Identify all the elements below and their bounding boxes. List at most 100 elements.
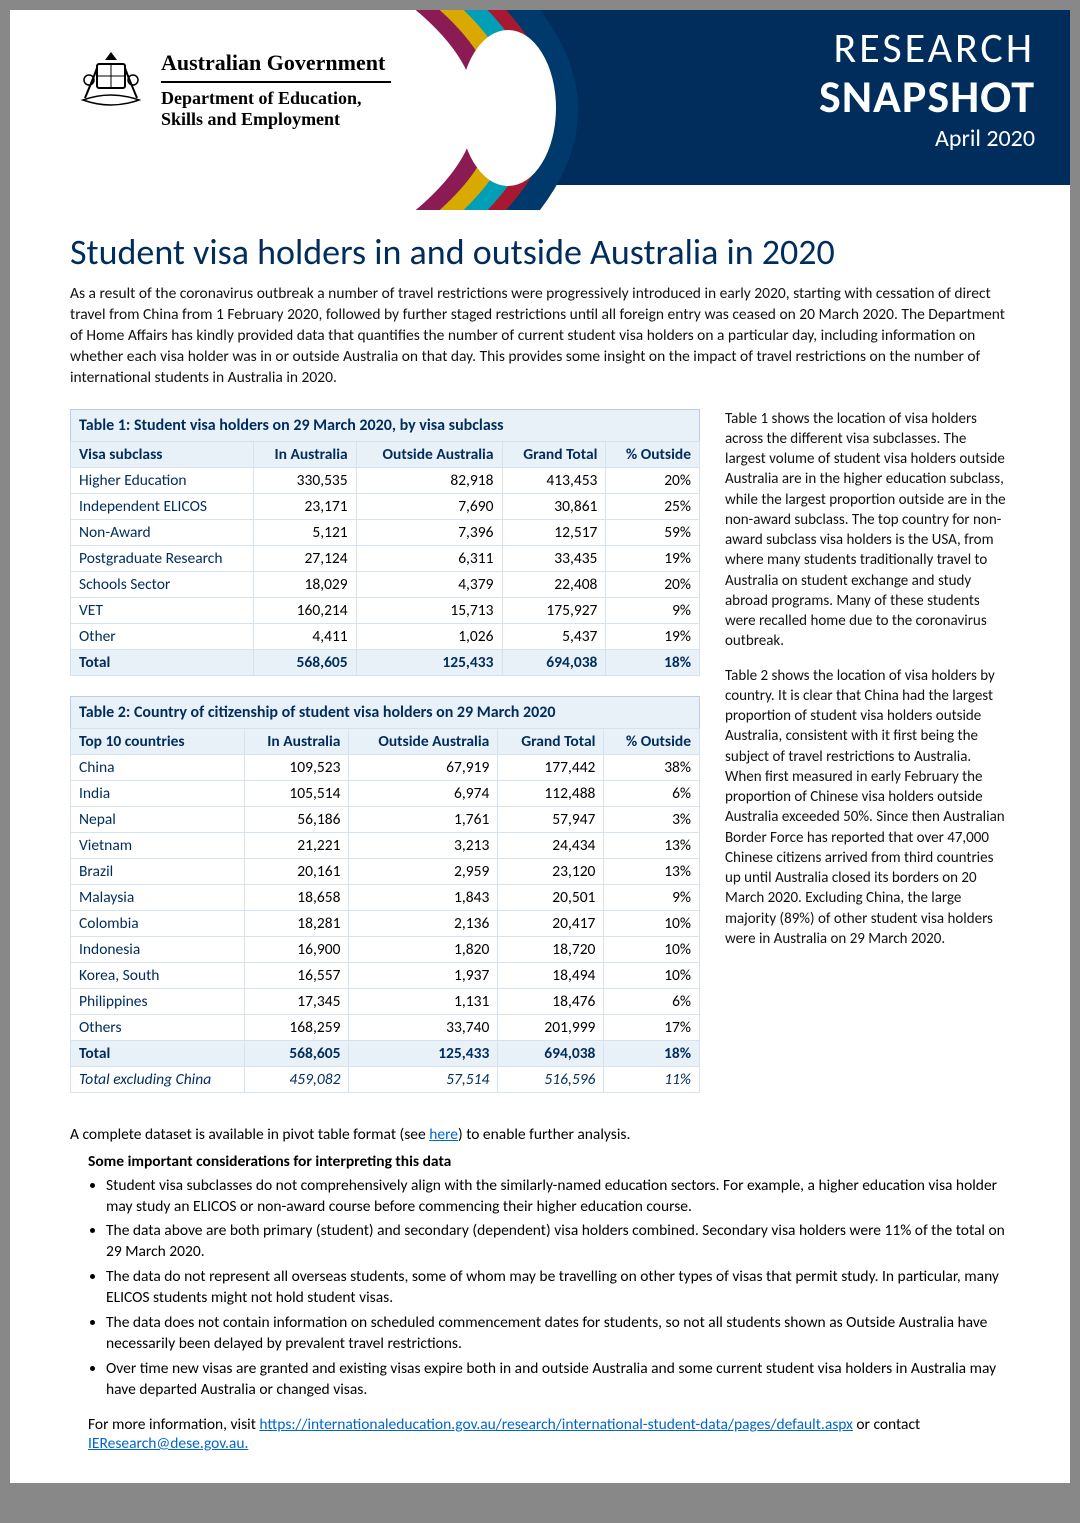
separator — [161, 81, 391, 83]
table-row: VET160,21415,713175,9279% — [71, 597, 700, 623]
row-value: 459,082 — [244, 1066, 349, 1092]
row-value: 516,596 — [498, 1066, 604, 1092]
table-row: Nepal56,1861,76157,9473% — [71, 806, 700, 832]
row-value: 1,937 — [349, 962, 498, 988]
footer-email[interactable]: IEResearch@dese.gov.au. — [88, 1434, 248, 1453]
row-value: 18,476 — [498, 988, 604, 1014]
row-value: 18,720 — [498, 936, 604, 962]
row-value: 201,999 — [498, 1014, 604, 1040]
government-logo: Australian Government Department of Educ… — [75, 50, 391, 129]
footer-mid: or contact — [853, 1415, 920, 1434]
row-value: 33,740 — [349, 1014, 498, 1040]
row-value: 2,136 — [349, 910, 498, 936]
row-value: 18,658 — [244, 884, 349, 910]
row-value: 568,605 — [253, 649, 356, 675]
row-label: Other — [71, 623, 254, 649]
col-head: In Australia — [253, 441, 356, 467]
footer-prefix: For more information, visit — [88, 1415, 259, 1434]
row-label: Brazil — [71, 858, 245, 884]
row-value: 16,900 — [244, 936, 349, 962]
row-value: 13% — [604, 858, 700, 884]
table-row: Others168,25933,740201,99917% — [71, 1014, 700, 1040]
table-1-header-row: Visa subclass In Australia Outside Austr… — [71, 441, 700, 467]
table-2-caption: Table 2: Country of citizenship of stude… — [70, 696, 700, 728]
research-word: RESEARCH — [530, 23, 1035, 74]
row-label: Nepal — [71, 806, 245, 832]
row-value: 59% — [606, 519, 700, 545]
row-value: 568,605 — [244, 1040, 349, 1066]
row-label: China — [71, 754, 245, 780]
row-value: 57,947 — [498, 806, 604, 832]
row-label: Schools Sector — [71, 571, 254, 597]
col-head: Visa subclass — [71, 441, 254, 467]
table-row: Total568,605125,433694,03818% — [71, 649, 700, 675]
col-head: % Outside — [604, 728, 700, 754]
row-label: VET — [71, 597, 254, 623]
row-value: 6,311 — [356, 545, 502, 571]
row-label: Others — [71, 1014, 245, 1040]
row-value: 30,861 — [502, 493, 606, 519]
row-value: 20,417 — [498, 910, 604, 936]
gov-name: Australian Government — [161, 50, 391, 76]
row-value: 20% — [606, 571, 700, 597]
row-value: 6,974 — [349, 780, 498, 806]
row-label: Colombia — [71, 910, 245, 936]
row-value: 9% — [604, 884, 700, 910]
consideration-item: Over time new visas are granted and exis… — [106, 1359, 1010, 1401]
table-row: Indonesia16,9001,82018,72010% — [71, 936, 700, 962]
row-value: 22,408 — [502, 571, 606, 597]
row-value: 11% — [604, 1066, 700, 1092]
dataset-note-suffix: ) to enable further analysis. — [458, 1125, 630, 1144]
row-value: 1,820 — [349, 936, 498, 962]
dataset-link[interactable]: here — [429, 1125, 458, 1144]
consideration-item: The data above are both primary (student… — [106, 1221, 1010, 1263]
row-value: 33,435 — [502, 545, 606, 571]
side-para-2: Table 2 shows the location of visa holde… — [725, 666, 1010, 950]
row-value: 177,442 — [498, 754, 604, 780]
row-value: 19% — [606, 623, 700, 649]
row-label: India — [71, 780, 245, 806]
row-value: 3% — [604, 806, 700, 832]
row-value: 82,918 — [356, 467, 502, 493]
row-value: 15,713 — [356, 597, 502, 623]
considerations-list: Student visa subclasses do not comprehen… — [70, 1176, 1010, 1401]
table-row: India105,5146,974112,4886% — [71, 780, 700, 806]
ribbon-graphic — [390, 10, 590, 210]
row-value: 413,453 — [502, 467, 606, 493]
row-value: 9% — [606, 597, 700, 623]
row-value: 1,843 — [349, 884, 498, 910]
table-row: Total excluding China459,08257,514516,59… — [71, 1066, 700, 1092]
narrative-column: Table 1 shows the location of visa holde… — [725, 409, 1010, 1113]
row-value: 16,557 — [244, 962, 349, 988]
footer-link[interactable]: https://internationaleducation.gov.au/re… — [259, 1415, 852, 1434]
page-title: Student visa holders in and outside Aust… — [70, 230, 1010, 274]
row-value: 18,494 — [498, 962, 604, 988]
row-label: Korea, South — [71, 962, 245, 988]
dept-line2: Skills and Employment — [161, 109, 391, 130]
row-label: Total excluding China — [71, 1066, 245, 1092]
snapshot-word: SNAPSHOT — [530, 74, 1035, 120]
row-label: Malaysia — [71, 884, 245, 910]
col-head: Outside Australia — [349, 728, 498, 754]
row-label: Higher Education — [71, 467, 254, 493]
table-row: Other4,4111,0265,43719% — [71, 623, 700, 649]
row-label: Total — [71, 649, 254, 675]
row-value: 17,345 — [244, 988, 349, 1014]
row-label: Independent ELICOS — [71, 493, 254, 519]
row-value: 330,535 — [253, 467, 356, 493]
row-value: 17% — [604, 1014, 700, 1040]
table-row: Korea, South16,5571,93718,49410% — [71, 962, 700, 988]
row-value: 18% — [604, 1040, 700, 1066]
intro-paragraph: As a result of the coronavirus outbreak … — [70, 284, 1010, 389]
row-value: 4,379 — [356, 571, 502, 597]
row-value: 5,121 — [253, 519, 356, 545]
table-row: Independent ELICOS23,1717,69030,86125% — [71, 493, 700, 519]
document-page: RESEARCH SNAPSHOT April 2020 — [10, 10, 1070, 1483]
row-label: Philippines — [71, 988, 245, 1014]
consideration-item: The data do not represent all overseas s… — [106, 1267, 1010, 1309]
row-value: 6% — [604, 988, 700, 1014]
footer-note: For more information, visit https://inte… — [88, 1415, 1010, 1453]
row-value: 3,213 — [349, 832, 498, 858]
consideration-item: Student visa subclasses do not comprehen… — [106, 1176, 1010, 1218]
row-value: 57,514 — [349, 1066, 498, 1092]
